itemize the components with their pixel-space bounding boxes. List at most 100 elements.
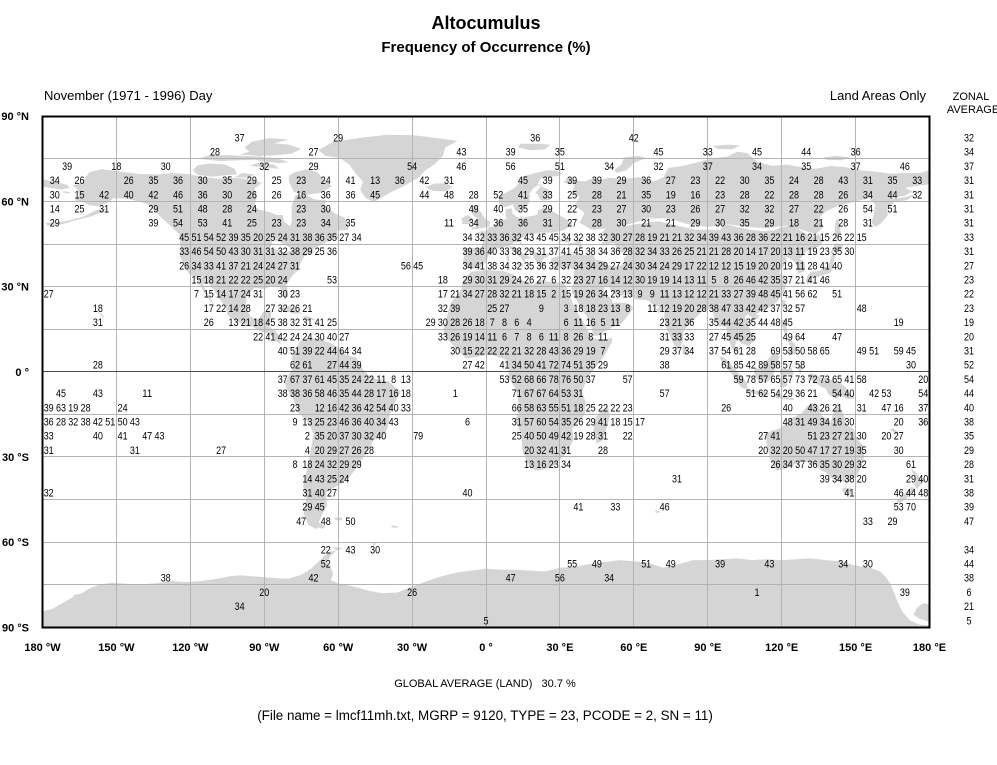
svg-text:40: 40 xyxy=(493,204,503,216)
svg-text:20: 20 xyxy=(918,374,928,386)
svg-text:28: 28 xyxy=(746,232,756,244)
svg-text:54: 54 xyxy=(918,388,928,400)
svg-text:35: 35 xyxy=(857,445,867,457)
svg-text:37: 37 xyxy=(278,374,288,386)
svg-text:61: 61 xyxy=(302,360,312,372)
svg-text:30: 30 xyxy=(352,431,362,443)
svg-text:12: 12 xyxy=(315,402,325,414)
svg-text:51: 51 xyxy=(561,402,571,414)
svg-text:50: 50 xyxy=(346,516,356,528)
svg-text:40: 40 xyxy=(364,417,374,429)
svg-text:56: 56 xyxy=(506,161,516,173)
svg-text:35: 35 xyxy=(586,360,596,372)
svg-text:26: 26 xyxy=(247,189,257,201)
svg-text:15: 15 xyxy=(561,289,571,301)
svg-text:30: 30 xyxy=(635,275,645,287)
svg-text:21: 21 xyxy=(672,317,682,329)
svg-text:57: 57 xyxy=(783,360,793,372)
svg-text:35: 35 xyxy=(518,204,528,216)
svg-text:32: 32 xyxy=(475,232,485,244)
svg-text:45: 45 xyxy=(536,232,546,244)
svg-text:35: 35 xyxy=(339,374,349,386)
svg-text:20: 20 xyxy=(265,275,275,287)
svg-text:46: 46 xyxy=(192,246,202,258)
svg-text:32: 32 xyxy=(536,445,546,457)
svg-text:7: 7 xyxy=(490,317,495,329)
svg-text:47: 47 xyxy=(964,516,974,528)
svg-text:20: 20 xyxy=(327,431,337,443)
svg-text:15: 15 xyxy=(463,346,473,358)
svg-text:6: 6 xyxy=(564,317,569,329)
svg-text:28: 28 xyxy=(635,232,645,244)
svg-text:34: 34 xyxy=(604,573,614,585)
svg-text:61: 61 xyxy=(315,374,325,386)
svg-text:62: 62 xyxy=(758,388,768,400)
svg-text:36: 36 xyxy=(851,147,861,159)
svg-text:27: 27 xyxy=(339,232,349,244)
svg-text:16: 16 xyxy=(586,317,596,329)
svg-text:23: 23 xyxy=(610,289,620,301)
svg-text:53: 53 xyxy=(783,346,793,358)
svg-text:38: 38 xyxy=(278,317,288,329)
svg-text:Land Areas Only: Land Areas Only xyxy=(830,88,927,103)
svg-text:54: 54 xyxy=(549,417,559,429)
svg-text:13: 13 xyxy=(401,374,411,386)
svg-text:36: 36 xyxy=(734,232,744,244)
svg-text:74: 74 xyxy=(561,360,571,372)
svg-text:19: 19 xyxy=(783,260,793,272)
svg-text:38: 38 xyxy=(844,473,854,485)
svg-text:27: 27 xyxy=(964,260,974,272)
svg-text:40: 40 xyxy=(376,431,386,443)
svg-text:25: 25 xyxy=(684,246,694,258)
svg-text:54: 54 xyxy=(173,218,183,230)
svg-text:54: 54 xyxy=(863,204,873,216)
svg-text:28: 28 xyxy=(586,431,596,443)
svg-text:42: 42 xyxy=(99,189,109,201)
svg-text:41: 41 xyxy=(118,431,128,443)
svg-text:38: 38 xyxy=(81,417,91,429)
svg-text:18: 18 xyxy=(573,303,583,315)
svg-text:18: 18 xyxy=(253,317,263,329)
svg-text:40: 40 xyxy=(832,260,842,272)
svg-text:16: 16 xyxy=(795,232,805,244)
svg-text:23: 23 xyxy=(327,417,337,429)
svg-text:53: 53 xyxy=(327,275,337,287)
svg-text:42: 42 xyxy=(339,402,349,414)
svg-text:39: 39 xyxy=(820,473,830,485)
svg-text:18: 18 xyxy=(573,402,583,414)
svg-text:37: 37 xyxy=(964,161,974,173)
svg-text:36: 36 xyxy=(641,175,651,187)
svg-text:22: 22 xyxy=(364,374,374,386)
svg-text:38: 38 xyxy=(290,388,300,400)
svg-text:12: 12 xyxy=(660,303,670,315)
svg-text:45: 45 xyxy=(734,331,744,343)
svg-text:26: 26 xyxy=(179,260,189,272)
svg-text:5: 5 xyxy=(711,275,716,287)
svg-text:31: 31 xyxy=(302,488,312,500)
svg-text:27: 27 xyxy=(475,289,485,301)
svg-text:38: 38 xyxy=(302,232,312,244)
svg-text:6: 6 xyxy=(514,317,519,329)
svg-text:32: 32 xyxy=(783,303,793,315)
svg-text:21: 21 xyxy=(666,218,676,230)
svg-text:30 °E: 30 °E xyxy=(546,642,573,654)
svg-text:21: 21 xyxy=(709,246,719,258)
svg-text:36: 36 xyxy=(395,175,405,187)
svg-text:30: 30 xyxy=(863,559,873,571)
svg-text:13: 13 xyxy=(684,275,694,287)
svg-text:26: 26 xyxy=(204,317,214,329)
svg-text:58: 58 xyxy=(524,402,534,414)
svg-text:23: 23 xyxy=(290,289,300,301)
svg-text:62: 62 xyxy=(808,289,818,301)
svg-text:31: 31 xyxy=(795,417,805,429)
svg-text:32: 32 xyxy=(912,189,922,201)
svg-text:35: 35 xyxy=(820,459,830,471)
svg-text:50: 50 xyxy=(524,360,534,372)
svg-text:30: 30 xyxy=(617,218,627,230)
svg-text:21: 21 xyxy=(964,601,974,613)
svg-text:33: 33 xyxy=(204,260,214,272)
svg-text:11: 11 xyxy=(487,331,497,343)
svg-text:26: 26 xyxy=(272,189,282,201)
svg-text:48: 48 xyxy=(444,189,454,201)
svg-text:37: 37 xyxy=(918,402,928,414)
